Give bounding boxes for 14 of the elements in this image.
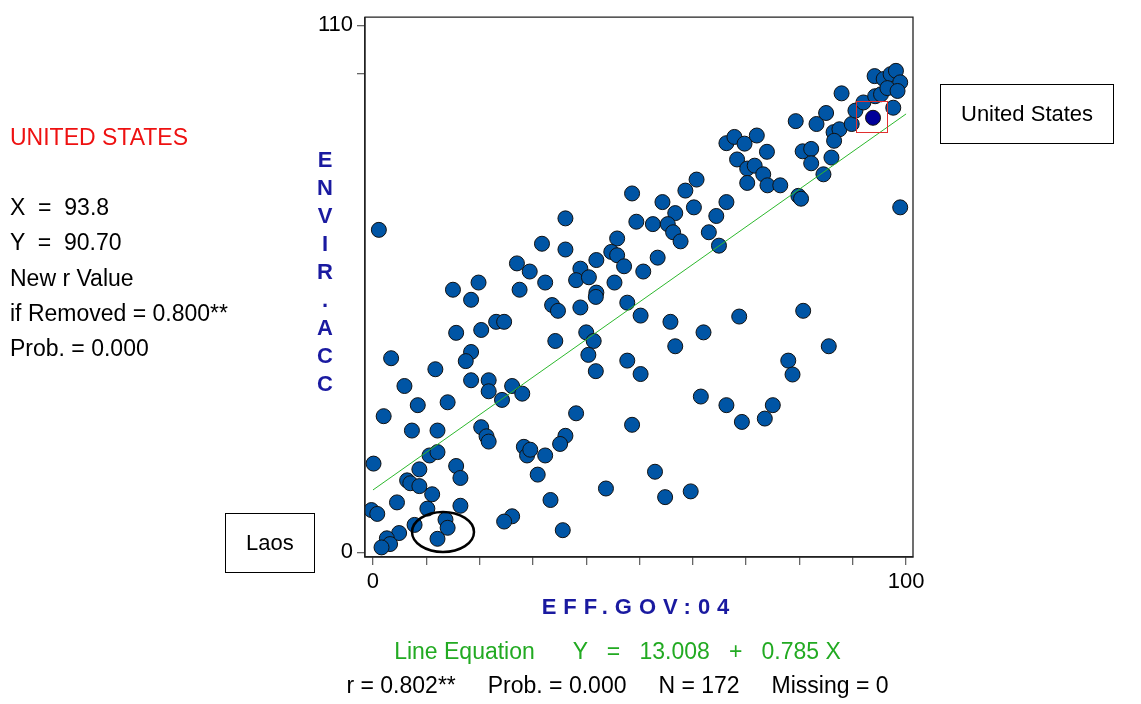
text: X = 93.8	[10, 194, 110, 221]
x-axis-title: EFF.GOV:04	[540, 594, 738, 620]
text: UNITED STATES	[10, 124, 189, 151]
y-tick-label: 110	[317, 11, 353, 37]
text: if Removed = 0.800**	[10, 299, 228, 327]
text: Laos	[225, 513, 315, 573]
text: Line Equation Y = 13.008 + 0.785 X	[393, 638, 842, 665]
text: United States	[940, 84, 1115, 144]
x-tick-label: 100	[887, 568, 925, 594]
text: Y = 90.70	[10, 229, 122, 257]
text: r = 0.802** Prob. = 0.000 N = 172 Missing = 0	[345, 672, 890, 699]
text: Prob. = 0.000	[10, 335, 149, 363]
text: ENVIR.ACC	[317, 147, 333, 396]
text: New r Value	[10, 264, 134, 292]
